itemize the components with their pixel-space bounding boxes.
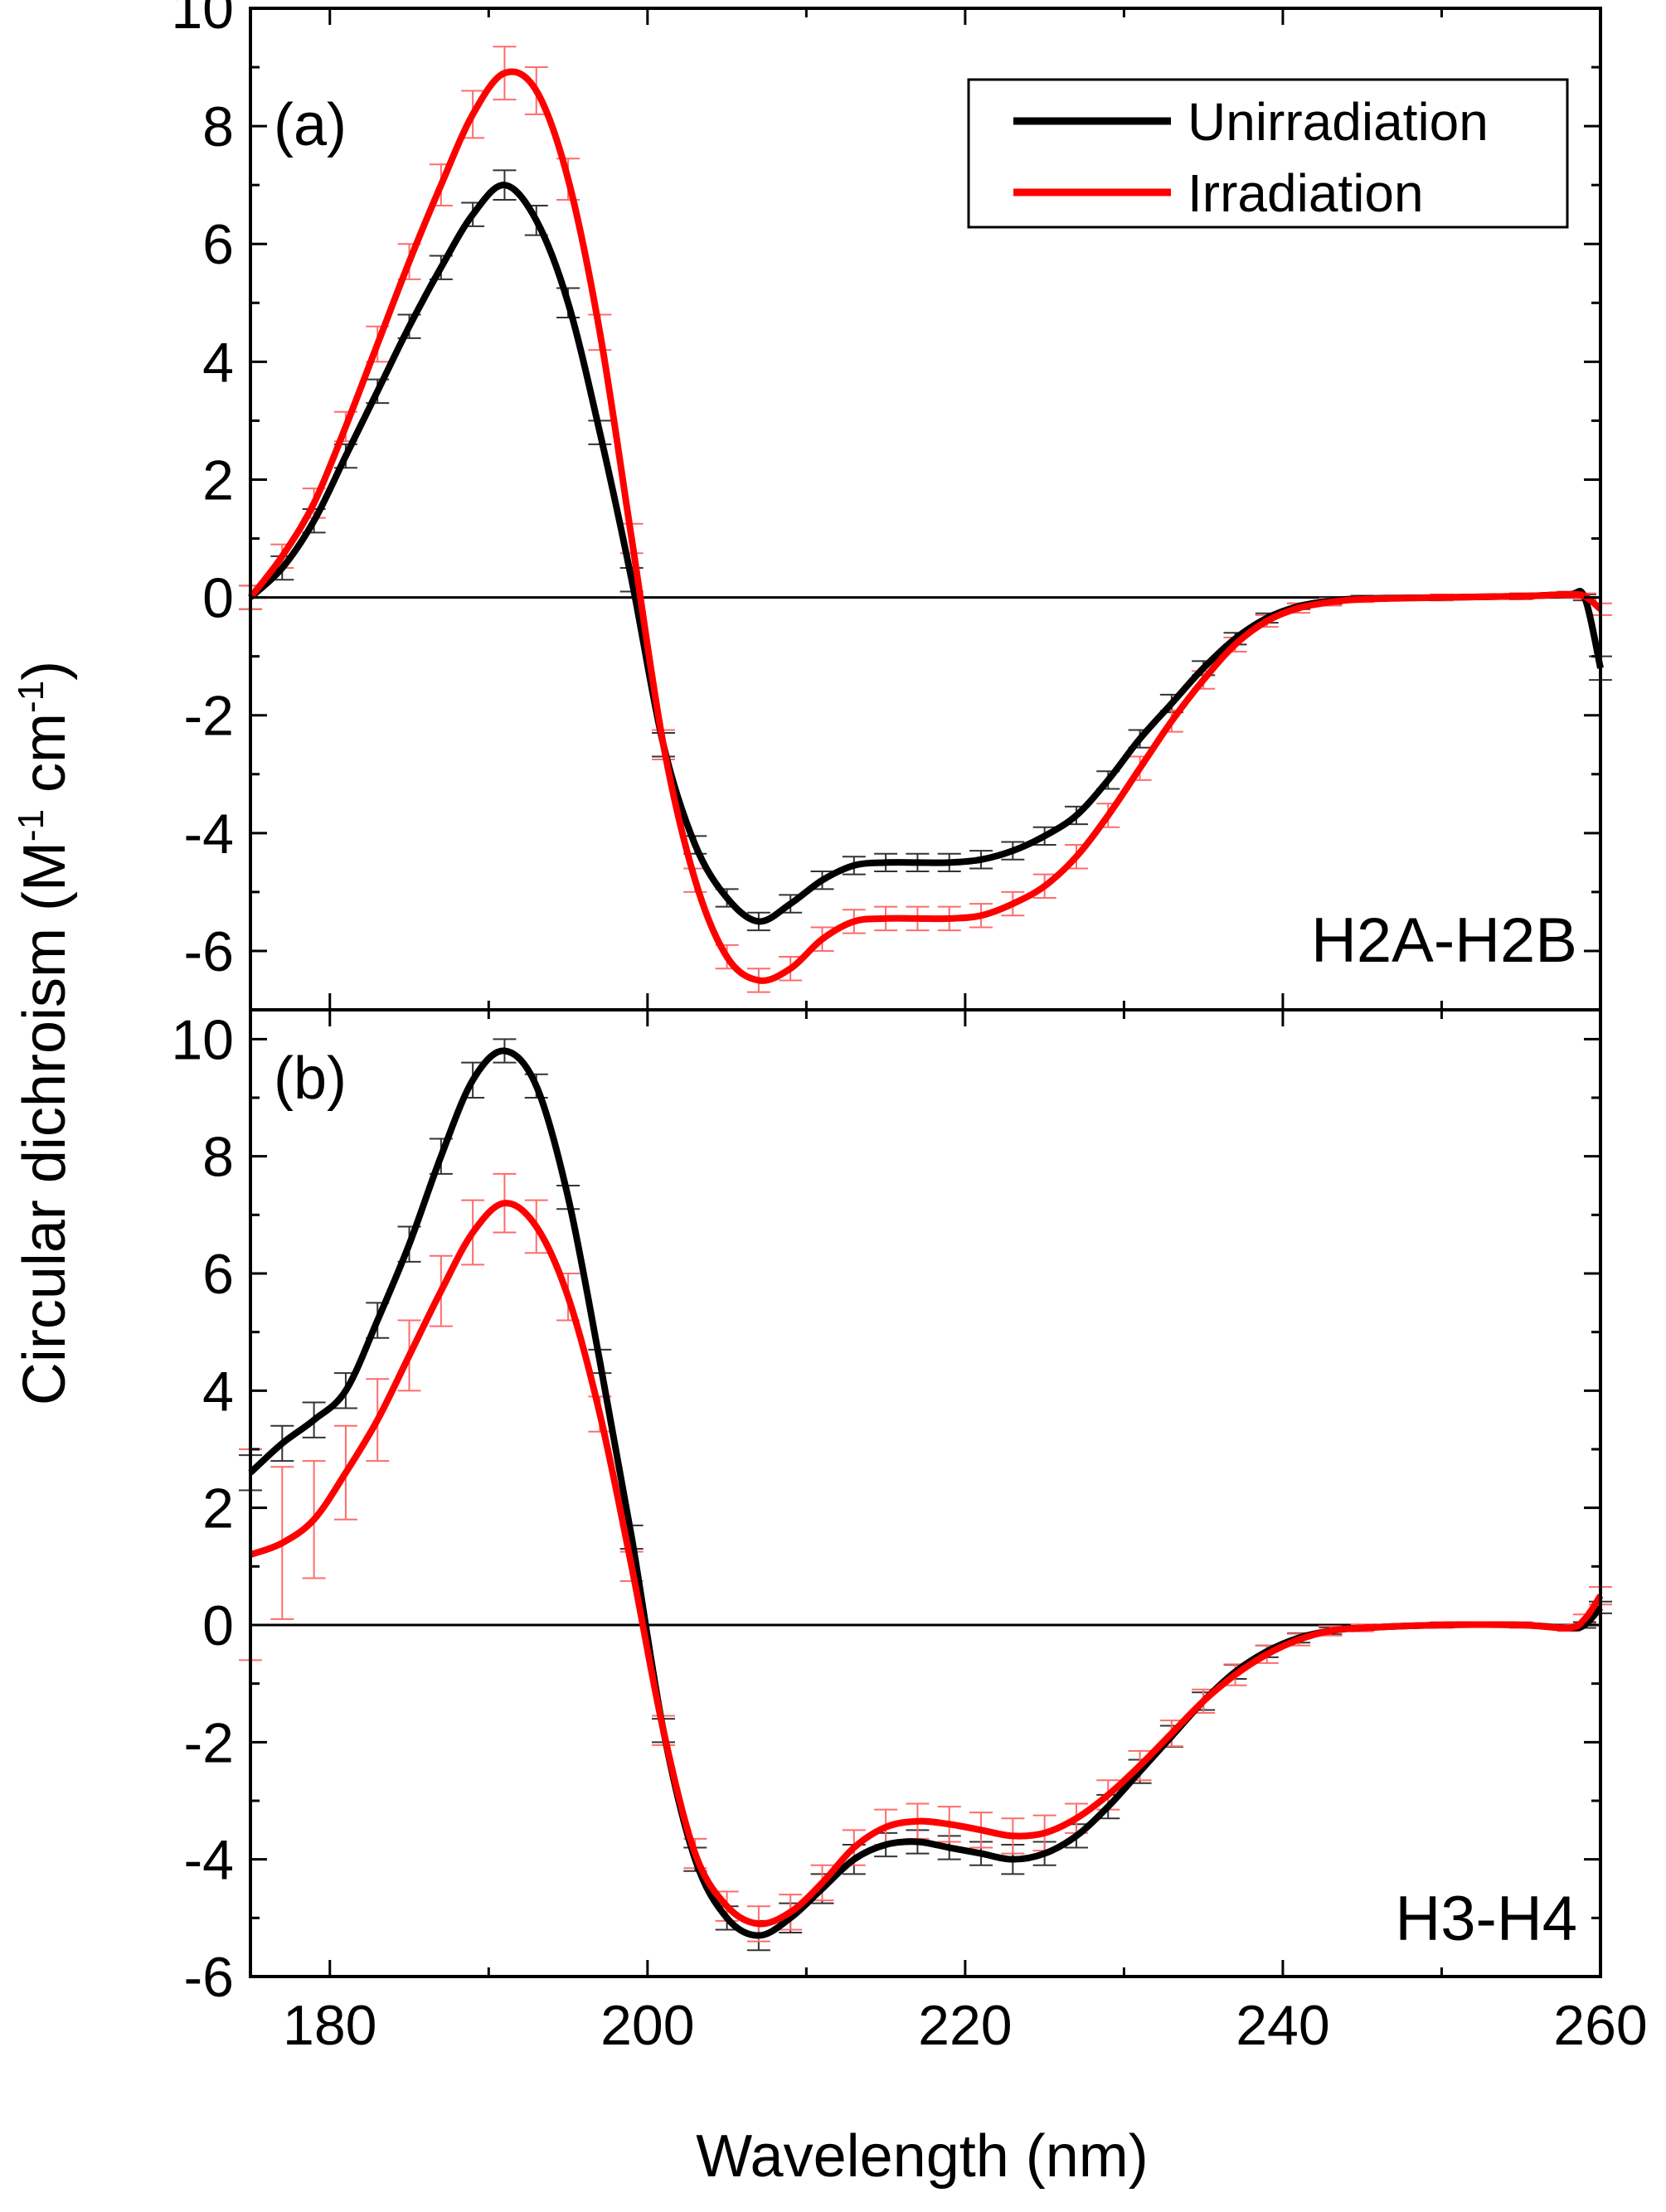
- h2a-h2b-y-tick-label: 4: [202, 331, 234, 394]
- h3-h4-unirradiation-line: [248, 1047, 1604, 1939]
- h3-h4-panel-name: H3-H4: [1395, 1884, 1577, 1954]
- h2a-h2b-y-tick-label: -6: [184, 920, 234, 983]
- y-axis-title-main: Circular dichroism (M: [12, 842, 78, 1405]
- y-axis-title-sup1: -1: [11, 809, 51, 842]
- h3-h4-x-tick-label: 180: [283, 1994, 376, 2057]
- h3-h4-y-tick-label: 10: [171, 1008, 234, 1071]
- h2a-h2b-y-tick-label: -4: [184, 803, 234, 866]
- y-axis-title-sup2: -1: [11, 681, 51, 713]
- h3-h4-y-tick-label: 2: [202, 1477, 234, 1540]
- h3-h4-y-tick-label: 4: [202, 1360, 234, 1423]
- h3-h4-x-tick-label: 260: [1553, 1994, 1647, 2057]
- h2a-h2b-y-tick-label: 10: [171, 0, 234, 41]
- h2a-h2b-unirradiation-error-bars: [239, 169, 1612, 932]
- h3-h4-y-tick-label: 6: [202, 1243, 234, 1306]
- h3-h4-x-tick-label: 240: [1236, 1994, 1329, 2057]
- legend: Unirradiation Irradiation: [967, 78, 1569, 229]
- panel-b-h3-h4: -6 -4 -2 0 2 4 6 8 10 180 200 220 240 260 (b) H3-H4: [171, 1008, 1648, 2057]
- h2a-h2b-irradiation-line: [247, 68, 1603, 984]
- y-axis-title-end: ): [12, 661, 78, 681]
- y-axis-title-mid: cm: [12, 713, 78, 809]
- h2a-h2b-panel-name: H2A-H2B: [1311, 905, 1577, 976]
- h3-h4-panel-letter: (b): [274, 1045, 347, 1112]
- h3-h4-x-tick-label: 220: [918, 1994, 1012, 2057]
- y-axis-title: Circular dichroism (M-1 cm-1): [11, 661, 78, 1405]
- legend-label-irradiation: Irradiation: [1188, 163, 1424, 223]
- h3-h4-unirradiation-error-bars: [239, 1038, 1612, 1952]
- h3-h4-y-tick-label: 0: [202, 1594, 234, 1657]
- h2a-h2b-y-tick-label: 2: [202, 449, 234, 512]
- legend-label-unirradiation: Unirradiation: [1188, 92, 1489, 152]
- h2a-h2b-y-tick-label: 8: [202, 95, 234, 158]
- h3-h4-y-tick-label: 8: [202, 1126, 234, 1189]
- h2a-h2b-panel-letter: (a): [274, 92, 347, 158]
- h2a-h2b-unirradiation-line: [248, 182, 1604, 925]
- h3-h4-x-tick-label: 200: [600, 1994, 694, 2057]
- h3-h4-y-tick-label: -6: [184, 1946, 234, 2009]
- panel-a-h2a-h2b: -6 -4 -2 0 2 4 6 8 10 (a) H2A-H2B: [171, 0, 1612, 1011]
- x-axis-title: Wavelength (nm): [696, 2123, 1149, 2190]
- legend-box: [967, 78, 1569, 229]
- h3-h4-y-tick-label: -2: [184, 1711, 234, 1774]
- h3-h4-plot-frame: [249, 1008, 1602, 1978]
- h2a-h2b-y-tick-label: 6: [202, 213, 234, 276]
- h2a-h2b-y-tick-label: 0: [202, 567, 234, 630]
- h3-h4-y-tick-label: -4: [184, 1829, 234, 1892]
- h3-h4-irradiation-line: [249, 1200, 1604, 1928]
- h2a-h2b-y-tick-label: -2: [184, 685, 234, 748]
